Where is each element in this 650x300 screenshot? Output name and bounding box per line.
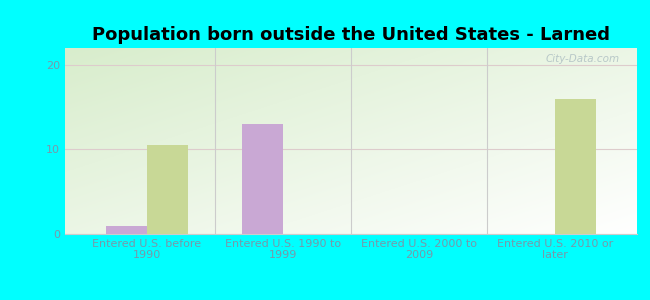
Bar <box>147 145 188 234</box>
Bar <box>106 226 147 234</box>
Bar <box>242 124 283 234</box>
Title: Population born outside the United States - Larned: Population born outside the United State… <box>92 26 610 44</box>
Bar <box>555 99 596 234</box>
Text: City-Data.com: City-Data.com <box>546 54 620 64</box>
